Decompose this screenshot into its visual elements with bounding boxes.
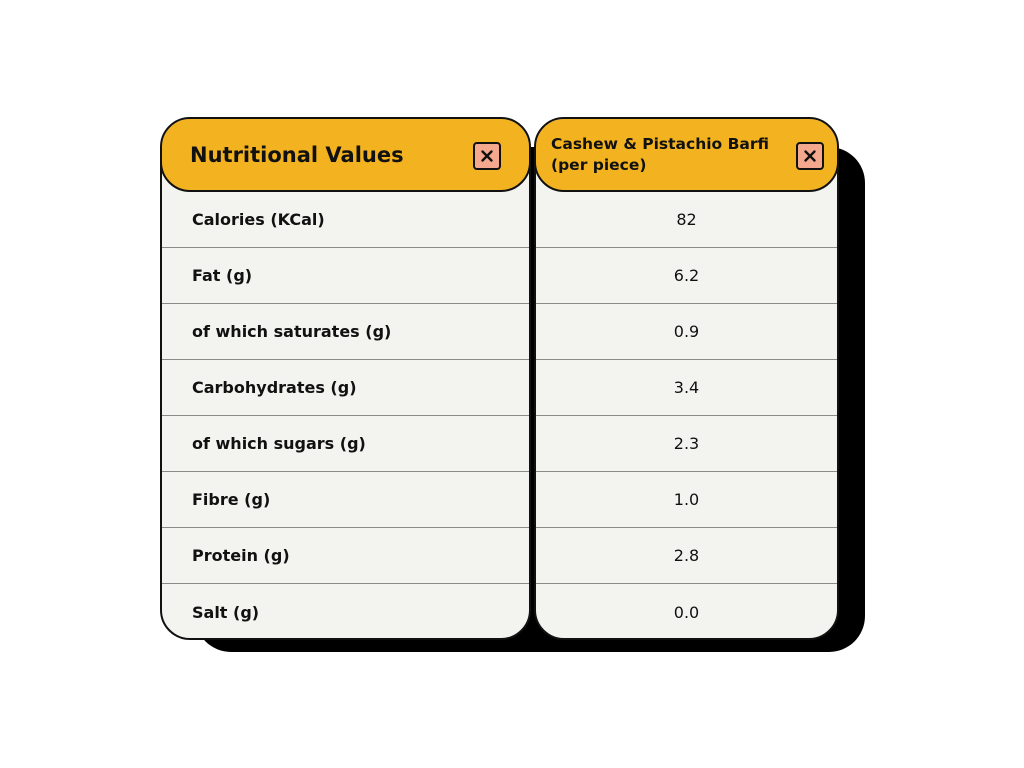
nutrient-value-fat: 6.2 bbox=[536, 248, 837, 304]
nutrient-value-fibre: 1.0 bbox=[536, 472, 837, 528]
nutrient-label-sugars: of which sugars (g) bbox=[162, 416, 529, 472]
nutrient-label-saturates: of which saturates (g) bbox=[162, 304, 529, 360]
nutrient-label-carbohydrates: Carbohydrates (g) bbox=[162, 360, 529, 416]
product-title: Cashew & Pistachio Barfi (per piece) bbox=[551, 134, 769, 174]
nutrient-value-sugars: 2.3 bbox=[536, 416, 837, 472]
nutrient-value-saturates: 0.9 bbox=[536, 304, 837, 360]
close-icon bbox=[804, 150, 816, 162]
nutrient-label-calories: Calories (KCal) bbox=[162, 192, 529, 248]
close-button-left[interactable] bbox=[473, 142, 501, 170]
nutrient-label-fat: Fat (g) bbox=[162, 248, 529, 304]
nutrient-value-salt: 0.0 bbox=[673, 602, 700, 622]
nutrient-label-title: Nutritional Values bbox=[190, 142, 404, 167]
nutrient-label-list: Calories (KCal) Fat (g) of which saturat… bbox=[162, 192, 529, 638]
nutrient-value-panel: Cashew & Pistachio Barfi (per piece) 82 … bbox=[534, 117, 839, 640]
nutrient-label-protein: Protein (g) bbox=[162, 528, 529, 584]
nutrient-label-salt: Salt (g) bbox=[192, 602, 260, 622]
nutrient-label-fibre: Fibre (g) bbox=[162, 472, 529, 528]
nutrient-value-calories: 82 bbox=[536, 192, 837, 248]
nutrient-label-header: Nutritional Values bbox=[162, 119, 529, 192]
close-button-right[interactable] bbox=[796, 142, 824, 170]
close-icon bbox=[481, 150, 493, 162]
nutrient-value-protein: 2.8 bbox=[536, 528, 837, 584]
nutrient-value-carbohydrates: 3.4 bbox=[536, 360, 837, 416]
nutrient-label-panel: Nutritional Values Calories (KCal) Fat (… bbox=[160, 117, 531, 640]
nutrient-value-header: Cashew & Pistachio Barfi (per piece) bbox=[536, 119, 837, 192]
nutrient-value-list: 82 6.2 0.9 3.4 2.3 1.0 2.8 0.0 bbox=[536, 192, 837, 638]
